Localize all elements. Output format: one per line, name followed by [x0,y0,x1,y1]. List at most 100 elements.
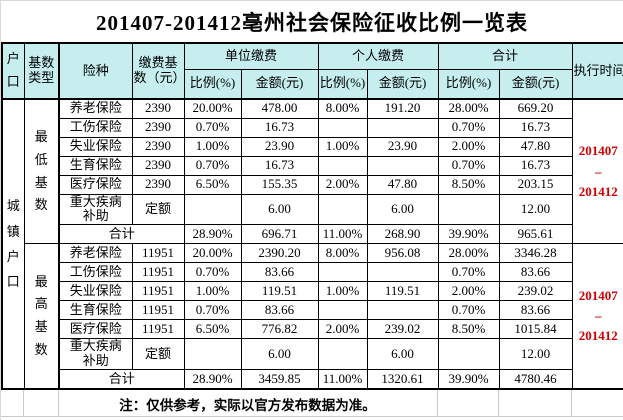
cell-total-ratio: 39.90% [437,369,500,390]
cell-unit-amount: 83.66 [240,300,319,321]
header-total-ratio: 比例(%) [437,68,500,100]
subtotal-row: 合计 28.90% 3459.85 11.00% 1320.61 39.90% … [2,369,623,390]
cell-personal-amount: 956.08 [366,243,439,264]
header-personal-group: 个人缴费 [317,42,439,70]
cell-total-amount: 4780.46 [498,369,573,390]
hukou-type-cell: 城镇户口 [1,98,25,390]
subtotal-label: 合计 [58,369,185,390]
cell-personal-ratio [317,300,368,321]
header-unit-amount: 金额(元) [240,68,319,100]
cell-unit-ratio: 0.70% [183,117,242,138]
cell-personal-amount: 6.00 [366,338,439,371]
header-unit-group: 单位缴费 [183,42,319,70]
cell-insurance-name: 重大疾病补助 [58,193,133,226]
cell-unit-ratio: 6.50% [183,174,242,195]
table-row: 工伤保险 11951 0.70% 83.66 0.70% 83.66 [2,262,623,283]
cell-unit-ratio: 28.90% [183,224,242,245]
cell-total-amount: 203.15 [498,174,573,195]
cell-personal-ratio [317,262,368,283]
header-personal-ratio: 比例(%) [317,68,368,100]
cell-total-amount: 83.66 [498,300,573,321]
cell-total-ratio: 0.70% [437,155,500,176]
cell-total-ratio: 28.00% [437,243,500,264]
header-total-amount: 金额(元) [498,68,573,100]
cell-total-ratio [437,193,500,226]
table-row: 重大疾病补助 定额 6.00 6.00 12.00 [2,338,623,371]
cell-total-amount: 83.66 [498,262,573,283]
header-base: 缴费基数（元） [131,42,185,100]
cell-personal-amount [366,262,439,283]
cell-base: 定额 [131,193,185,226]
cell-unit-ratio: 0.70% [183,155,242,176]
cell-base: 定额 [131,338,185,371]
header-insurance: 险种 [58,42,133,100]
grid-line [23,389,24,416]
grid-line [571,389,572,416]
grid-line [1,415,623,417]
exec-period: 201407 – 201412 [571,98,623,245]
cell-total-ratio: 8.50% [437,319,500,340]
table-row: 城镇户口 最低基数 养老保险 2390 20.00% 478.00 8.00% … [1,98,623,390]
cell-base: 2390 [131,117,185,138]
cell-personal-amount: 6.00 [366,193,439,226]
cell-personal-amount: 119.51 [366,281,439,302]
cell-personal-ratio [317,117,368,138]
cell-personal-amount [366,117,439,138]
header-row-1: 户口 基数类型 险种 缴费基数（元） 单位缴费 个人缴费 合计 执行时间 [1,42,623,100]
cell-unit-ratio: 28.90% [183,369,242,390]
cell-total-ratio: 2.00% [437,136,500,157]
cell-unit-amount: 2390.20 [240,243,319,264]
cell-unit-ratio [183,338,242,371]
page-title: 201407-201412亳州社会保险征收比例一览表 [96,10,528,35]
footer-note-row: 注：仅供参考，实际以官方发布数据为准。 [1,389,623,417]
cell-personal-amount [366,300,439,321]
cell-base: 2390 [131,98,185,119]
cell-unit-amount: 119.51 [240,281,319,302]
grid-line [58,389,59,416]
cell-insurance-name: 失业保险 [58,136,133,157]
insurance-rate-table: 户口 基数类型 险种 缴费基数（元） 单位缴费 个人缴费 合计 执行时间 比例(… [1,42,623,390]
cell-unit-amount: 83.66 [240,262,319,283]
cell-insurance-name: 工伤保险 [58,262,133,283]
table-row: 生育保险 11951 0.70% 83.66 0.70% 83.66 [2,300,623,321]
table-row: 工伤保险 2390 0.70% 16.73 0.70% 16.73 [2,117,623,138]
cell-insurance-name: 医疗保险 [58,319,133,340]
cell-unit-ratio: 20.00% [183,98,242,119]
cell-insurance-name: 养老保险 [58,98,133,119]
cell-base: 11951 [131,262,185,283]
cell-personal-ratio: 8.00% [317,98,368,119]
cell-total-ratio [437,338,500,371]
footer-note: 注：仅供参考，实际以官方发布数据为准。 [119,397,376,413]
cell-base: 11951 [131,243,185,264]
cell-insurance-name: 生育保险 [58,155,133,176]
cell-unit-amount: 16.73 [240,155,319,176]
exec-period-line: 201407 [578,143,618,159]
cell-unit-amount: 3459.85 [240,369,319,390]
cell-personal-ratio [317,338,368,371]
cell-total-amount: 12.00 [498,193,573,226]
cell-personal-ratio: 11.00% [317,369,368,390]
exec-period-line: 201412 [578,183,618,199]
cell-insurance-name: 医疗保险 [58,174,133,195]
grid-line [437,389,438,416]
cell-base: 2390 [131,155,185,176]
cell-personal-amount: 23.90 [366,136,439,157]
table-row: 生育保险 2390 0.70% 16.73 0.70% 16.73 [2,155,623,176]
subtotal-row: 合计 28.90% 696.71 11.00% 268.90 39.90% 96… [2,224,623,245]
cell-personal-ratio: 11.00% [317,224,368,245]
cell-unit-amount: 696.71 [240,224,319,245]
cell-personal-amount: 47.80 [366,174,439,195]
cell-total-amount: 16.73 [498,117,573,138]
cell-unit-ratio: 20.00% [183,243,242,264]
exec-period: 201407 – 201412 [571,243,623,390]
table-header: 户口 基数类型 险种 缴费基数（元） 单位缴费 个人缴费 合计 执行时间 比例(… [1,42,623,100]
cell-personal-amount: 191.20 [366,98,439,119]
exec-period-line: – [595,163,602,179]
cell-unit-ratio: 0.70% [183,300,242,321]
header-unit-ratio: 比例(%) [183,68,242,100]
cell-total-ratio: 0.70% [437,300,500,321]
cell-total-ratio: 2.00% [437,281,500,302]
subtotal-label: 合计 [58,224,185,245]
cell-base: 11951 [131,300,185,321]
